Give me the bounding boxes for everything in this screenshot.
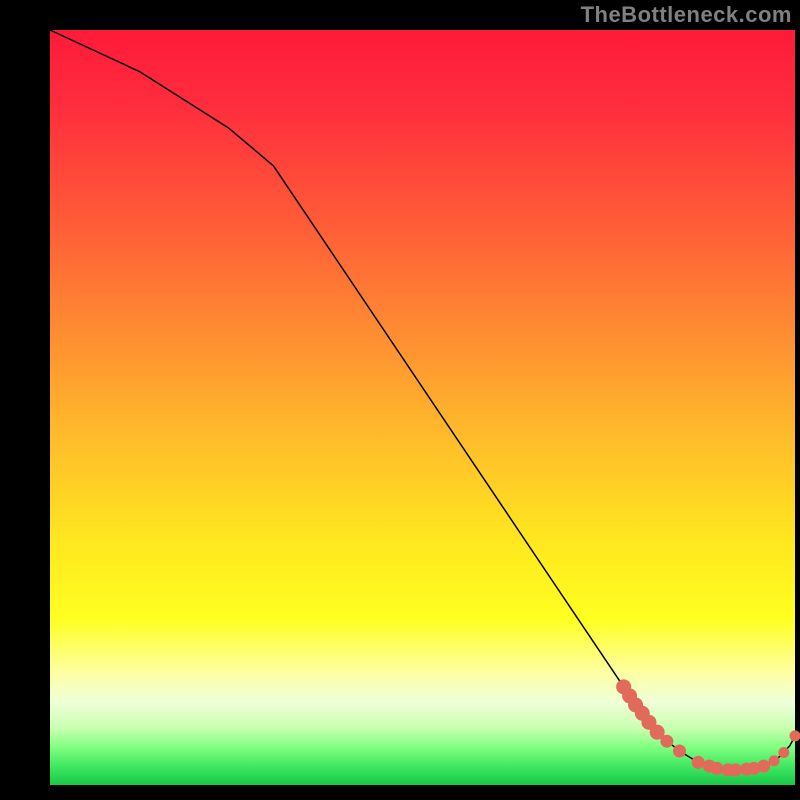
data-marker (790, 731, 800, 741)
plot-area (50, 30, 795, 785)
data-marker (711, 762, 723, 774)
watermark-text: TheBottleneck.com (581, 2, 792, 28)
data-marker (692, 756, 704, 768)
data-marker (758, 760, 770, 772)
chart-container: TheBottleneck.com (0, 0, 800, 800)
data-marker (729, 764, 741, 776)
data-marker (769, 756, 779, 766)
data-marker (661, 735, 673, 747)
data-marker (674, 745, 686, 757)
bottleneck-chart (0, 0, 800, 800)
data-marker (779, 748, 789, 758)
